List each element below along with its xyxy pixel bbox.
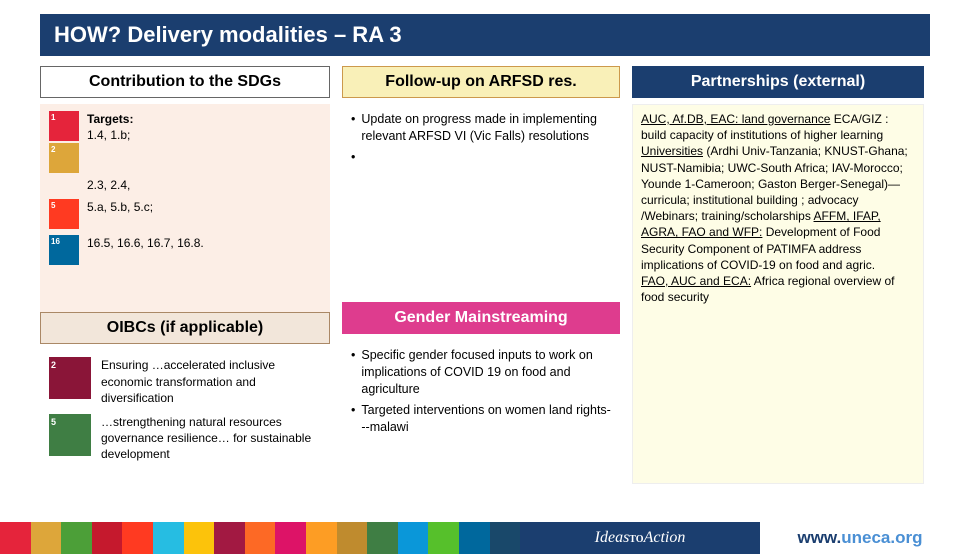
footer-stripe: [490, 522, 521, 554]
sdg-16-icon: 16: [49, 235, 79, 265]
left-column: Contribution to the SDGs 1 2 Targets: 1.…: [40, 66, 330, 484]
oibc-box: 2 Ensuring …accelerated inclusive econom…: [40, 350, 330, 484]
targets-1-text: 1.4, 1.b;: [87, 128, 130, 142]
oibc-5-icon: 5: [49, 414, 91, 456]
gender-header: Gender Mainstreaming: [342, 302, 620, 334]
contribution-header: Contribution to the SDGs: [40, 66, 330, 98]
footer-tagline: IdeasTOAction: [520, 522, 760, 554]
sdg-box: 1 2 Targets: 1.4, 1.b; 2.3, 2.4, 5 5.a, …: [40, 104, 330, 312]
footer-stripe: [398, 522, 429, 554]
oibc-5-text: …strengthening natural resources governa…: [101, 414, 321, 463]
footer-stripe: [367, 522, 398, 554]
footer-stripe: [306, 522, 337, 554]
targets-5-text: 5.a, 5.b, 5.c;: [87, 199, 153, 215]
followup-bullet-1: Update on progress made in implementing …: [361, 111, 611, 145]
footer-stripe: [459, 522, 490, 554]
sdg-1-icon: 1: [49, 111, 79, 141]
targets-16-text: 16.5, 16.6, 16.7, 16.8.: [87, 235, 204, 251]
sdg-targets-1: Targets: 1.4, 1.b;: [87, 111, 133, 143]
sdg-2-icon: 2: [49, 143, 79, 173]
content-columns: Contribution to the SDGs 1 2 Targets: 1.…: [0, 66, 960, 484]
middle-column: Follow-up on ARFSD res. •Update on progr…: [342, 66, 620, 484]
tagline-ideas: Ideas: [595, 529, 630, 546]
partnerships-box: AUC, Af.DB, EAC: land governance ECA/GIZ…: [632, 104, 924, 484]
footer-stripe: [61, 522, 92, 554]
sdg-5-icon: 5: [49, 199, 79, 229]
right-column: Partnerships (external) AUC, Af.DB, EAC:…: [632, 66, 924, 484]
footer-stripe: [31, 522, 62, 554]
slide-title: HOW? Delivery modalities – RA 3: [40, 14, 930, 56]
gender-box: •Specific gender focused inputs to work …: [342, 340, 620, 484]
footer-stripe: [214, 522, 245, 554]
gender-bullet-2: Targeted interventions on women land rig…: [361, 402, 611, 436]
footer-stripe: [428, 522, 459, 554]
oibc-2-icon: 2: [49, 357, 91, 399]
footer-stripe: [92, 522, 123, 554]
url-www: www.: [797, 528, 841, 548]
footer-stripes: [0, 522, 520, 554]
tagline-action: Action: [644, 529, 686, 546]
footer-stripe: [245, 522, 276, 554]
footer-stripe: [275, 522, 306, 554]
followup-header: Follow-up on ARFSD res.: [342, 66, 620, 98]
followup-box: •Update on progress made in implementing…: [342, 104, 620, 302]
targets-label: Targets:: [87, 112, 133, 126]
partnerships-header: Partnerships (external): [632, 66, 924, 98]
footer-stripe: [337, 522, 368, 554]
oibc-2-text: Ensuring …accelerated inclusive economic…: [101, 357, 321, 406]
footer-stripe: [153, 522, 184, 554]
gender-bullet-1: Specific gender focused inputs to work o…: [361, 347, 611, 398]
oibc-header: OIBCs (if applicable): [40, 312, 330, 344]
footer-stripe: [122, 522, 153, 554]
footer-stripe: [0, 522, 31, 554]
targets-2-text: 2.3, 2.4,: [87, 177, 130, 193]
url-domain: uneca.org: [841, 528, 922, 548]
footer-stripe: [184, 522, 215, 554]
footer-url: www.uneca.org: [760, 522, 960, 554]
footer: IdeasTOAction www.uneca.org: [0, 522, 960, 554]
